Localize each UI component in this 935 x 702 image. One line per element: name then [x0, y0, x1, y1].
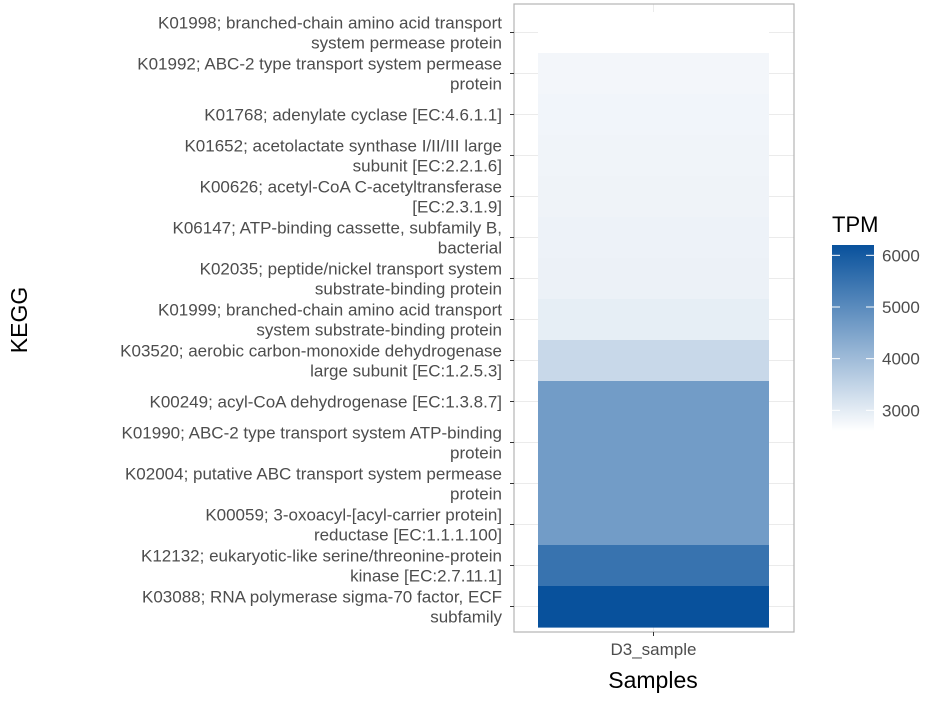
y-tick-label: K01652; acetolactate synthase I/II/III l…	[184, 137, 502, 176]
heatmap-tile	[538, 135, 769, 177]
y-tick-label-line: K06147; ATP-binding cassette, subfamily …	[173, 219, 502, 238]
x-tick-labels: D3_sample	[611, 632, 697, 659]
legend-colorbar	[832, 245, 874, 431]
y-tick-label-line: K01652; acetolactate synthase I/II/III l…	[184, 137, 502, 156]
tile-layer	[538, 12, 769, 628]
y-tick-label-line: system substrate-binding protein	[256, 321, 502, 340]
y-tick-label-line: subfamily	[430, 608, 502, 627]
y-tick-label: K02035; peptide/nickel transport system s…	[200, 260, 502, 299]
x-tick-label: D3_sample	[611, 640, 697, 659]
y-tick-label-line: protein	[450, 444, 502, 463]
y-tick-label-line: K03520; aerobic carbon-monoxide dehydrog…	[120, 342, 502, 361]
legend-tick-label: 5000	[882, 298, 920, 317]
y-tick-label-line: K02004; putative ABC transport system pe…	[125, 465, 502, 484]
y-tick-label-line: protein	[450, 485, 502, 504]
y-tick-label-line: K00626; acetyl-CoA C-acetyltransferase	[200, 178, 502, 197]
y-axis-label: KEGG	[6, 287, 32, 353]
y-tick-label: K01990; ABC-2 type transport system ATP-…	[122, 424, 503, 463]
y-tick-label-line: K01990; ABC-2 type transport system ATP-…	[122, 424, 503, 443]
y-tick-labels: K01998; branched-chain amino acid transp…	[120, 14, 514, 627]
heatmap-tile	[538, 504, 769, 546]
y-tick-label-line: K00059; 3-oxoacyl-[acyl-carrier protein]	[205, 506, 502, 525]
x-axis-label: Samples	[608, 667, 697, 693]
y-tick-label-line: system permease protein	[311, 34, 502, 53]
y-tick-label: K06147; ATP-binding cassette, subfamily …	[173, 219, 502, 258]
y-tick-label: K02004; putative ABC transport system pe…	[125, 465, 502, 504]
legend: TPM 3000 4000 5000 6000	[832, 212, 920, 431]
y-tick-label: K12132; eukaryotic-like serine/threonine…	[141, 547, 502, 586]
heatmap-tile	[538, 586, 769, 628]
y-tick-label-line: K02035; peptide/nickel transport system	[200, 260, 502, 279]
y-tick-label-line: K00249; acyl-CoA dehydrogenase [EC:1.3.8…	[149, 393, 502, 412]
y-tick-label-line: protein	[450, 75, 502, 94]
y-tick-label-line: K01999; branched-chain amino acid transp…	[158, 301, 502, 320]
legend-title: TPM	[832, 212, 878, 237]
y-tick-label: K00626; acetyl-CoA C-acetyltransferase [E…	[200, 178, 502, 217]
y-tick-label: K01999; branched-chain amino acid transp…	[158, 301, 502, 340]
y-tick-label-line: K03088; RNA polymerase sigma-70 factor, …	[142, 588, 502, 607]
y-tick-label-line: K01998; branched-chain amino acid transp…	[158, 14, 502, 33]
legend-ticks: 3000 4000 5000 6000	[832, 246, 920, 420]
y-tick-label-line: [EC:2.3.1.9]	[412, 198, 502, 217]
y-tick-label-line: substrate-binding protein	[315, 280, 502, 299]
y-tick-label-line: bacterial	[438, 239, 502, 258]
y-tick-label: K00249; acyl-CoA dehydrogenase [EC:1.3.8…	[149, 393, 502, 412]
y-tick-label-line: subunit [EC:2.2.1.6]	[353, 157, 502, 176]
heatmap-tile	[538, 340, 769, 382]
y-tick-label-line: large subunit [EC:1.2.5.3]	[310, 362, 502, 381]
y-tick-label: K01998; branched-chain amino acid transp…	[158, 14, 502, 53]
y-tick-label-line: K01992; ABC-2 type transport system perm…	[137, 55, 502, 74]
y-tick-label: K03520; aerobic carbon-monoxide dehydrog…	[120, 342, 502, 381]
heatmap-tile	[538, 463, 769, 505]
legend-tick-label: 6000	[882, 246, 920, 265]
y-tick-label-line: reductase [EC:1.1.1.100]	[314, 526, 502, 545]
heatmap-tile	[538, 299, 769, 341]
heatmap-tile	[538, 258, 769, 300]
y-tick-label-line: K12132; eukaryotic-like serine/threonine…	[141, 547, 502, 566]
y-tick-label-line: kinase [EC:2.7.11.1]	[350, 567, 502, 586]
legend-tick-label: 4000	[882, 350, 920, 369]
heatmap-tile	[538, 53, 769, 95]
y-tick-label: K01768; adenylate cyclase [EC:4.6.1.1]	[204, 106, 502, 125]
heatmap-tile	[538, 422, 769, 464]
heatmap-tile	[538, 176, 769, 218]
heatmap-tile	[538, 12, 769, 54]
legend-tick-label: 3000	[882, 401, 920, 420]
heatmap-tile	[538, 94, 769, 136]
y-tick-label-line: K01768; adenylate cyclase [EC:4.6.1.1]	[204, 106, 502, 125]
y-tick-label: K03088; RNA polymerase sigma-70 factor, …	[142, 588, 502, 627]
y-tick-label: K00059; 3-oxoacyl-[acyl-carrier protein]…	[205, 506, 502, 545]
y-tick-label: K01992; ABC-2 type transport system perm…	[137, 55, 502, 94]
heatmap-tile	[538, 545, 769, 587]
heatmap-tile	[538, 217, 769, 259]
heatmap-tile	[538, 381, 769, 423]
